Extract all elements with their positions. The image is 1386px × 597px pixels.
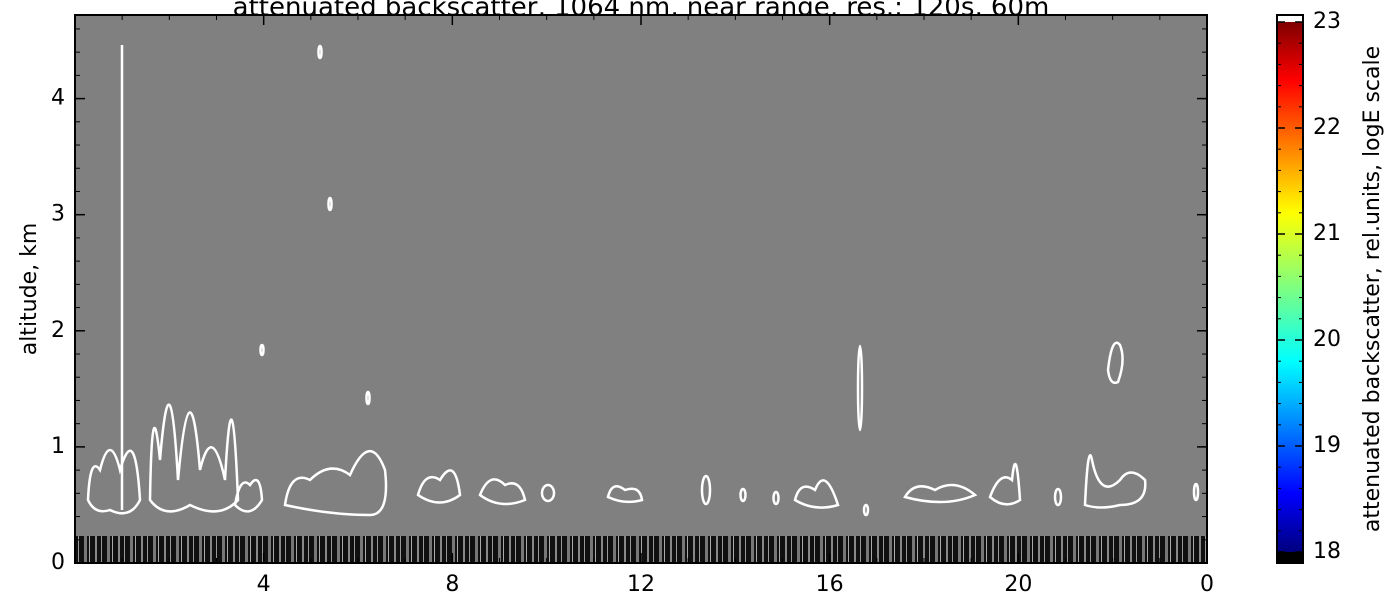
plot-area [75,15,1207,563]
x-tick-label: 16 [816,572,844,597]
colorbar-tick-label: 22 [1313,115,1341,140]
y-tick-label: 1 [51,434,65,459]
y-axis-label: altitude, km [17,223,42,356]
y-tick-label: 2 [51,318,65,343]
colorbar-tick-label: 19 [1313,433,1341,458]
y-tick-label: 3 [51,202,65,227]
colorbar-frame [1276,14,1304,564]
x-tick-label: 12 [627,572,655,597]
colorbar-tick-label: 21 [1313,221,1341,246]
y-tick-label: 4 [51,86,65,111]
colorbar-tick-label: 18 [1313,539,1341,564]
x-tick-label: 20 [1004,572,1032,597]
colorbar-label: attenuated backscatter, rel.units, logE … [1360,46,1385,532]
x-tick-label: 4 [257,572,271,597]
colorbar-extension [1277,15,1303,22]
colorbar [1277,22,1303,552]
y-tick-label: 0 [51,550,65,575]
contours [86,44,1200,517]
colorbar-tick-label: 20 [1313,327,1341,352]
colorbar-tick-label: 23 [1313,9,1341,34]
x-tick-label: 8 [445,572,459,597]
x-tick-label: 0 [1200,572,1214,597]
colorbar-extension [1277,552,1303,563]
